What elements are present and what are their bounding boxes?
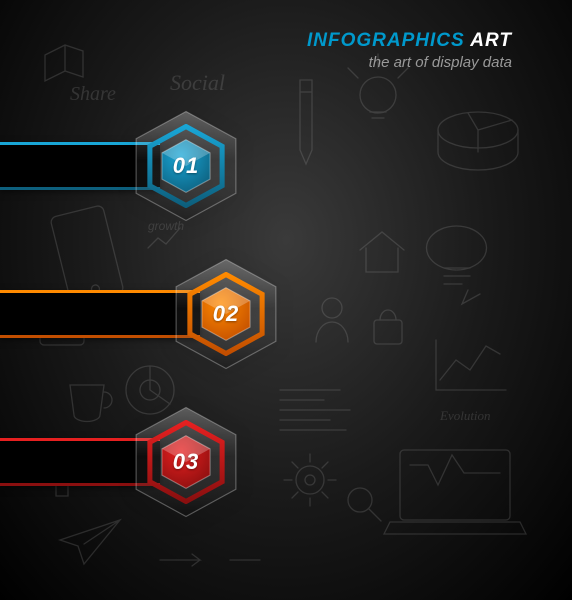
item-number: 02 bbox=[213, 301, 239, 327]
page-title: INFOGRAPHICS ART bbox=[307, 30, 512, 52]
infographic-item-2: 02 bbox=[0, 278, 288, 350]
item-hexagon: 02 bbox=[168, 256, 284, 372]
header: INFOGRAPHICS ART the art of display data bbox=[307, 30, 512, 71]
item-number: 01 bbox=[173, 153, 199, 179]
doodle-text-share: Share bbox=[70, 83, 116, 105]
infographic-item-1: 01 bbox=[0, 130, 248, 202]
item-number: 03 bbox=[173, 449, 199, 475]
doodle-text-evolution: Evolution bbox=[439, 408, 491, 423]
title-word-2: ART bbox=[470, 30, 512, 51]
title-word-1: INFOGRAPHICS bbox=[307, 30, 465, 51]
infographic-item-3: 03 bbox=[0, 426, 248, 498]
item-hexagon: 01 bbox=[128, 108, 244, 224]
item-hexagon: 03 bbox=[128, 404, 244, 520]
page-subtitle: the art of display data bbox=[307, 54, 512, 71]
doodle-text-social: Social bbox=[170, 70, 225, 95]
